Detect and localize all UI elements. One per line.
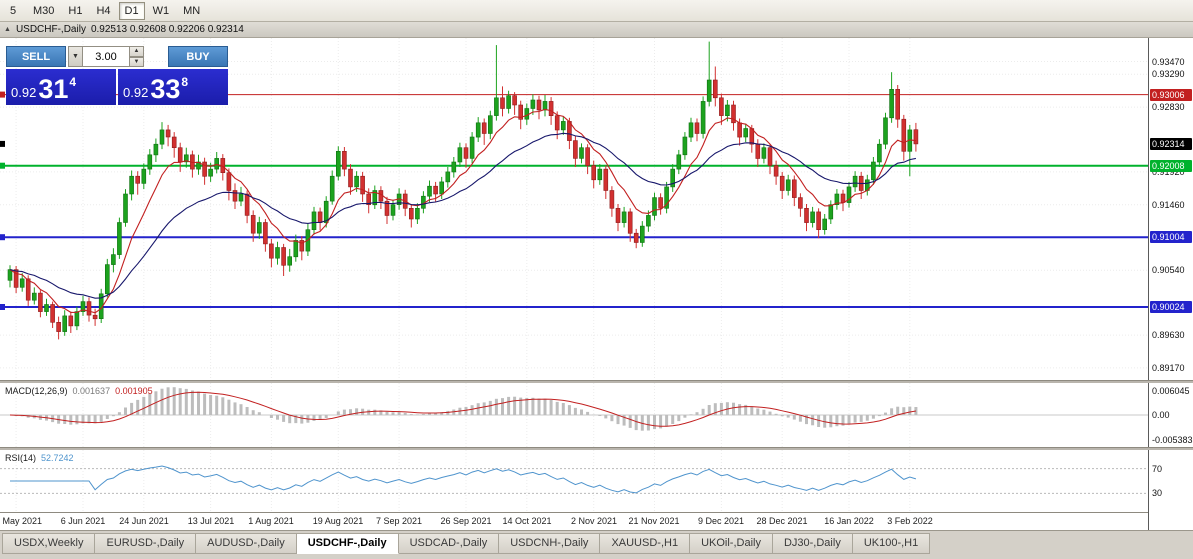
- symbol-tab-usdx-weekly[interactable]: USDX,Weekly: [2, 533, 96, 554]
- price-level-badge: 0.92314: [1150, 138, 1192, 150]
- price-axis-label: 0.93290: [1152, 69, 1185, 79]
- symbol-tab-usdchf-daily[interactable]: USDCHF-,Daily: [296, 533, 399, 554]
- date-axis-label: 24 Jun 2021: [119, 516, 169, 526]
- volume-up-button[interactable]: ▲: [130, 46, 144, 57]
- date-axis-label: 2 Nov 2021: [570, 516, 618, 526]
- symbol-tab-eurusd-daily[interactable]: EURUSD-,Daily: [95, 533, 197, 554]
- timeframe-button-w1[interactable]: W1: [147, 2, 176, 20]
- bid-price: 0.92 31 4: [6, 69, 116, 105]
- symbol-tab-dj30-daily[interactable]: DJ30-,Daily: [772, 533, 853, 554]
- symbol-tab-xauusd-h1[interactable]: XAUUSD-,H1: [600, 533, 691, 554]
- date-axis-label: 9 Dec 2021: [697, 516, 745, 526]
- price-axis-label: 0.92830: [1152, 102, 1185, 112]
- price-level-badge: 0.92008: [1150, 160, 1192, 172]
- price-axis-label: 0.006045: [1152, 386, 1190, 396]
- timeframe-button-h1[interactable]: H1: [62, 2, 88, 20]
- price-level-badge: 0.91004: [1150, 231, 1192, 243]
- price-chart-pane: [0, 38, 1148, 380]
- timeframe-button-h4[interactable]: H4: [90, 2, 116, 20]
- pane-resize-handle[interactable]: [0, 447, 1193, 450]
- price-axis-label: 30: [1152, 488, 1163, 498]
- chart-titlebar: ▲ USDCHF-,Daily 0.92513 0.92608 0.92206 …: [0, 22, 1193, 38]
- price-level-badge: 0.90024: [1150, 301, 1192, 313]
- date-axis-label: 14 Oct 2021: [502, 516, 552, 526]
- date-axis-label: 19 Aug 2021: [312, 516, 364, 526]
- rsi-label: RSI(14) 52.7242: [5, 453, 74, 463]
- chart-title-symbol: USDCHF-,Daily: [15, 24, 86, 35]
- macd-main-value: 0.001637: [72, 386, 111, 396]
- ask-price: 0.92 33 8: [118, 69, 228, 105]
- volume-control: ▼ ▲ ▼: [68, 46, 166, 67]
- symbol-tab-uk100-h1[interactable]: UK100-,H1: [852, 533, 931, 554]
- date-axis-label: 26 Sep 2021: [440, 516, 492, 526]
- timeframe-toolbar: 5 M30 H1 H4 D1 W1 MN: [0, 0, 1193, 22]
- timeframe-button-m30[interactable]: M30: [27, 2, 60, 20]
- volume-dropdown-icon[interactable]: ▼: [68, 46, 83, 67]
- macd-signal-value: 0.001905: [115, 386, 153, 396]
- price-axis-label: 0.93470: [1152, 57, 1185, 67]
- price-axis-label: 70: [1152, 464, 1163, 474]
- symbol-tab-bar: USDX,Weekly EURUSD-,Daily AUDUSD-,Daily USD…: [0, 530, 1193, 559]
- rsi-indicator-pane: [0, 450, 1148, 512]
- rsi-value: 52.7242: [41, 453, 74, 463]
- price-axis-label: 0.90540: [1152, 265, 1185, 275]
- date-axis-label: 18 May 2021: [0, 516, 43, 526]
- volume-down-button[interactable]: ▼: [130, 56, 144, 67]
- date-axis-label: 13 Jul 2021: [187, 516, 235, 526]
- chart-icon: ▲: [4, 25, 11, 33]
- price-axis-label: 0.91920: [1152, 167, 1185, 177]
- chart-title-ohlc: 0.92513 0.92608 0.92206 0.92314: [90, 24, 244, 35]
- date-axis-label: 28 Dec 2021: [756, 516, 808, 526]
- buy-button[interactable]: BUY: [168, 46, 228, 67]
- price-axis-label: 0.89630: [1152, 330, 1185, 340]
- symbol-tab-usdcad-daily[interactable]: USDCAD-,Daily: [398, 533, 500, 554]
- price-axis-label: 0.00: [1152, 410, 1170, 420]
- date-axis-label: 7 Sep 2021: [375, 516, 423, 526]
- date-axis-label: 1 Aug 2021: [248, 516, 294, 526]
- date-axis-label: 6 Jun 2021: [60, 516, 106, 526]
- date-axis-label: 16 Jan 2022: [824, 516, 874, 526]
- price-axis-label: -0.005383: [1152, 435, 1193, 445]
- volume-input[interactable]: [83, 46, 130, 67]
- price-axis-label: 0.89170: [1152, 363, 1185, 373]
- macd-indicator-pane: [0, 383, 1148, 447]
- price-axis-label: 0.91460: [1152, 200, 1185, 210]
- macd-label: MACD(12,26,9) 0.001637 0.001905: [5, 386, 153, 396]
- price-level-badge: 0.93006: [1150, 89, 1192, 101]
- date-axis-label: 3 Feb 2022: [887, 516, 933, 526]
- timeframe-button-5[interactable]: 5: [1, 2, 25, 20]
- pane-resize-handle[interactable]: [0, 380, 1193, 383]
- symbol-tab-audusd-daily[interactable]: AUDUSD-,Daily: [196, 533, 297, 554]
- symbol-tab-ukoil-daily[interactable]: UKOil-,Daily: [690, 533, 773, 554]
- symbol-tab-usdcnh-daily[interactable]: USDCNH-,Daily: [499, 533, 601, 554]
- sell-button[interactable]: SELL: [6, 46, 66, 67]
- price-axis: 0.93470 0.93290 0.92830 0.91920 0.91460 0.905…: [1148, 38, 1193, 530]
- date-axis: 18 May 2021 6 Jun 2021 24 Jun 2021 13 Jul 2…: [0, 512, 1148, 530]
- timeframe-button-mn[interactable]: MN: [177, 2, 206, 20]
- timeframe-button-d1[interactable]: D1: [118, 1, 145, 20]
- date-axis-label: 21 Nov 2021: [628, 516, 680, 526]
